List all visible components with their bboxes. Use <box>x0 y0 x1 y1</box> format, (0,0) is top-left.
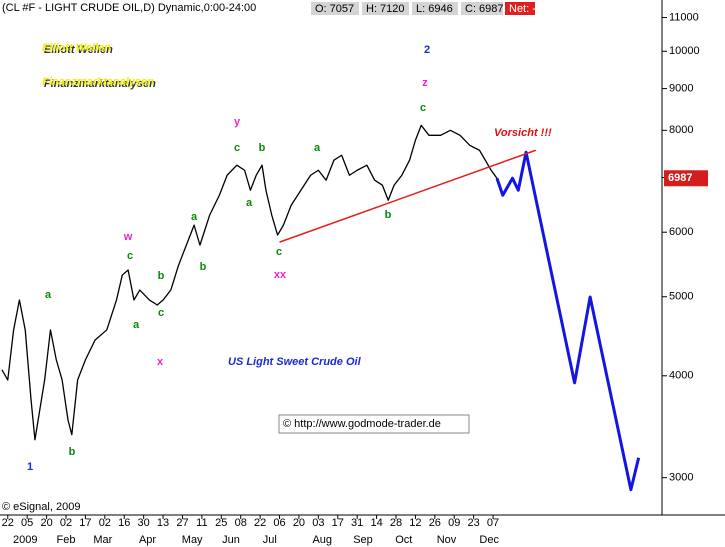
y-tick-label: 8000 <box>669 124 693 136</box>
wave-label: b <box>69 446 76 458</box>
month-label: Apr <box>139 534 156 546</box>
last-price-box <box>664 170 708 187</box>
quote-text: O: 7057 <box>315 3 354 15</box>
wave-label: z <box>422 77 428 89</box>
x-tick-label: 11 <box>196 517 207 529</box>
month-label: Feb <box>57 534 76 546</box>
annotation-shadow: Elliott Wellen <box>44 44 113 56</box>
wave-label: b <box>158 270 165 282</box>
x-tick-label: 26 <box>429 517 441 529</box>
annotation-shadow: Finanzmarktanalysen <box>44 78 156 90</box>
x-tick-label: 30 <box>138 517 150 529</box>
trend-line <box>279 149 537 243</box>
month-label: Aug <box>312 534 332 546</box>
month-label: May <box>182 534 203 546</box>
x-tick-label: 17 <box>79 517 91 529</box>
annotation: Vorsicht !!! <box>494 127 552 139</box>
quote-box <box>505 2 535 15</box>
quote-box <box>461 2 503 15</box>
quote-box <box>412 2 458 15</box>
wave-label: 1 <box>27 461 33 473</box>
wave-label: c <box>276 246 282 258</box>
wave-label: a <box>133 319 140 331</box>
month-label: Oct <box>395 534 412 546</box>
last-price-label: 6987 <box>668 172 692 184</box>
x-tick-label: 20 <box>293 517 305 529</box>
wave-label: b <box>259 142 266 154</box>
x-tick-label: 09 <box>448 517 460 529</box>
x-tick-label: 28 <box>390 517 402 529</box>
wave-label: c <box>234 142 240 154</box>
x-tick-label: 31 <box>351 517 363 529</box>
quote-text: Net: -67 <box>509 3 548 15</box>
y-tick-label: 3000 <box>669 472 693 484</box>
quote-text: H: 7120 <box>366 3 405 15</box>
quote-text: L: 6946 <box>416 3 453 15</box>
x-tick-label: 20 <box>40 517 52 529</box>
wave-label: w <box>123 231 133 243</box>
y-tick-label: 5000 <box>669 291 693 303</box>
month-label: Nov <box>437 534 457 546</box>
x-tick-label: 22 <box>254 517 266 529</box>
x-tick-label: 16 <box>118 517 130 529</box>
wave-label: c <box>420 102 426 114</box>
wave-label: x <box>157 356 164 368</box>
price-line <box>1 124 498 441</box>
wave-label: a <box>246 197 253 209</box>
quote-box <box>311 2 359 15</box>
wave-label: b <box>200 261 207 273</box>
link-box <box>278 414 470 434</box>
x-tick-label: 13 <box>157 517 169 529</box>
month-label: Dec <box>479 534 499 546</box>
wave-label: c <box>158 307 164 319</box>
y-tick-label: 4000 <box>669 370 693 382</box>
x-tick-label: 02 <box>60 517 72 529</box>
x-tick-label: 03 <box>312 517 324 529</box>
wave-label: a <box>191 211 198 223</box>
chart-title: (CL #F - LIGHT CRUDE OIL,D) Dynamic,0:00… <box>2 2 256 14</box>
x-tick-label: 25 <box>215 517 227 529</box>
annotation: © eSignal, 2009 <box>2 501 80 513</box>
x-tick-label: 17 <box>332 517 344 529</box>
x-tick-label: 06 <box>273 517 285 529</box>
wave-label: a <box>314 142 321 154</box>
wave-label: a <box>45 289 52 301</box>
x-tick-label: 23 <box>468 517 480 529</box>
y-tick-label: 10000 <box>669 45 700 57</box>
annotation: © http://www.godmode-trader.de <box>283 418 441 430</box>
annotation: Finanzmarktanalysen <box>42 76 154 88</box>
wave-label: b <box>385 209 392 221</box>
x-tick-label: 05 <box>21 517 33 529</box>
annotation: US Light Sweet Crude Oil <box>228 356 362 368</box>
x-tick-label: 14 <box>370 517 382 529</box>
x-tick-label: 08 <box>235 517 247 529</box>
x-tick-label: 22 <box>2 517 14 529</box>
month-label: Sep <box>353 534 373 546</box>
wave-label: 2 <box>424 44 430 56</box>
x-tick-label: 07 <box>487 517 499 529</box>
month-label: Mar <box>93 534 112 546</box>
y-tick-label: 11000 <box>669 11 699 23</box>
quote-text: C: 6987 <box>465 3 504 15</box>
wave-label: xx <box>274 269 287 281</box>
y-tick-label: 9000 <box>669 83 693 95</box>
quote-box <box>362 2 409 15</box>
month-label: Jun <box>222 534 240 546</box>
annotation: Elliott Wellen <box>42 42 111 54</box>
x-tick-label: 27 <box>176 517 188 529</box>
x-tick-label: 12 <box>409 517 421 529</box>
month-label: Jul <box>263 534 277 546</box>
wave-label: c <box>127 250 133 262</box>
month-label: 2009 <box>13 534 37 546</box>
forecast-line <box>495 150 641 492</box>
y-tick-label: 6000 <box>669 226 693 238</box>
wave-label: y <box>234 116 241 128</box>
x-tick-label: 02 <box>99 517 111 529</box>
